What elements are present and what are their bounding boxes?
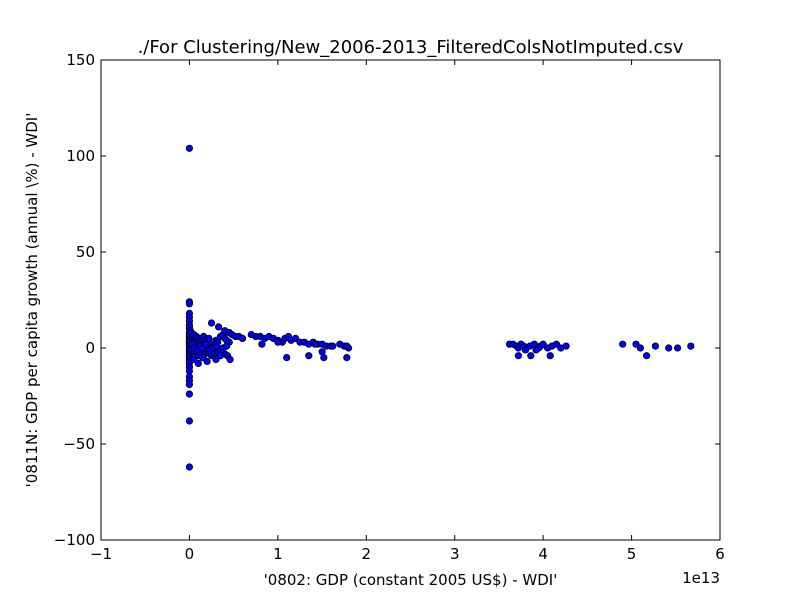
y-tick-label: −50 — [63, 435, 95, 453]
data-point — [329, 342, 337, 350]
x-tick-label: 4 — [538, 545, 548, 563]
data-point — [311, 340, 319, 348]
y-axis-label: '0811N: GDP per capita growth (annual \%… — [23, 113, 41, 488]
x-axis-label: '0802: GDP (constant 2005 US$) - WDI' — [264, 571, 558, 589]
data-point — [665, 344, 673, 352]
data-point — [185, 390, 193, 398]
data-point — [213, 342, 221, 350]
data-point — [238, 334, 247, 342]
data-point — [619, 340, 627, 348]
data-point — [185, 300, 193, 308]
data-point — [258, 340, 266, 348]
data-point — [546, 352, 554, 360]
data-point — [343, 353, 351, 362]
x-tick-label: 0 — [185, 545, 195, 563]
y-tick-label: 50 — [76, 243, 95, 261]
data-point — [216, 352, 224, 360]
data-point — [185, 380, 193, 389]
data-point — [636, 344, 645, 352]
data-point — [190, 355, 198, 364]
y-axis-ticks: −100 −50 0 50 100 150 — [54, 51, 720, 549]
x-tick-label: 6 — [715, 545, 725, 563]
data-point — [185, 144, 193, 152]
data-point — [215, 323, 223, 331]
y-tick-label: 150 — [66, 51, 95, 69]
x-tick-label: 5 — [627, 545, 637, 563]
data-point — [283, 353, 291, 362]
x-tick-label: 1 — [273, 545, 283, 563]
data-point — [651, 342, 660, 350]
y-tick-label: 100 — [66, 147, 95, 165]
data-point — [527, 352, 535, 360]
data-point — [320, 353, 328, 362]
data-point — [226, 355, 234, 364]
data-point — [343, 342, 351, 350]
x-tick-label: 2 — [362, 545, 372, 563]
data-point — [223, 342, 231, 350]
data-point — [642, 352, 651, 360]
x-tick-label: 3 — [450, 545, 460, 563]
data-point — [185, 463, 193, 471]
data-point — [687, 342, 695, 350]
data-point — [274, 338, 282, 346]
data-point — [562, 342, 570, 350]
data-point — [185, 417, 193, 425]
y-tick-label: 0 — [85, 339, 95, 357]
data-point — [532, 346, 540, 354]
data-point — [207, 319, 216, 327]
y-tick-label: −100 — [54, 531, 95, 549]
data-point — [318, 348, 326, 356]
data-point — [514, 352, 523, 360]
data-point — [539, 340, 547, 348]
data-point — [291, 334, 300, 342]
data-point — [673, 344, 682, 352]
data-points — [185, 144, 695, 471]
x-axis-offset-label: 1e13 — [682, 569, 720, 587]
data-point — [205, 334, 213, 342]
x-tick-label: −1 — [90, 545, 112, 563]
data-point — [194, 359, 202, 367]
x-axis-ticks: −1 0 1 2 3 4 5 6 — [90, 60, 725, 563]
data-point — [202, 340, 210, 348]
chart-title: ./For Clustering/New_2006-2013_FilteredC… — [138, 37, 684, 58]
data-point — [199, 353, 207, 362]
data-point — [305, 352, 313, 360]
plot-area-frame — [100, 59, 721, 541]
